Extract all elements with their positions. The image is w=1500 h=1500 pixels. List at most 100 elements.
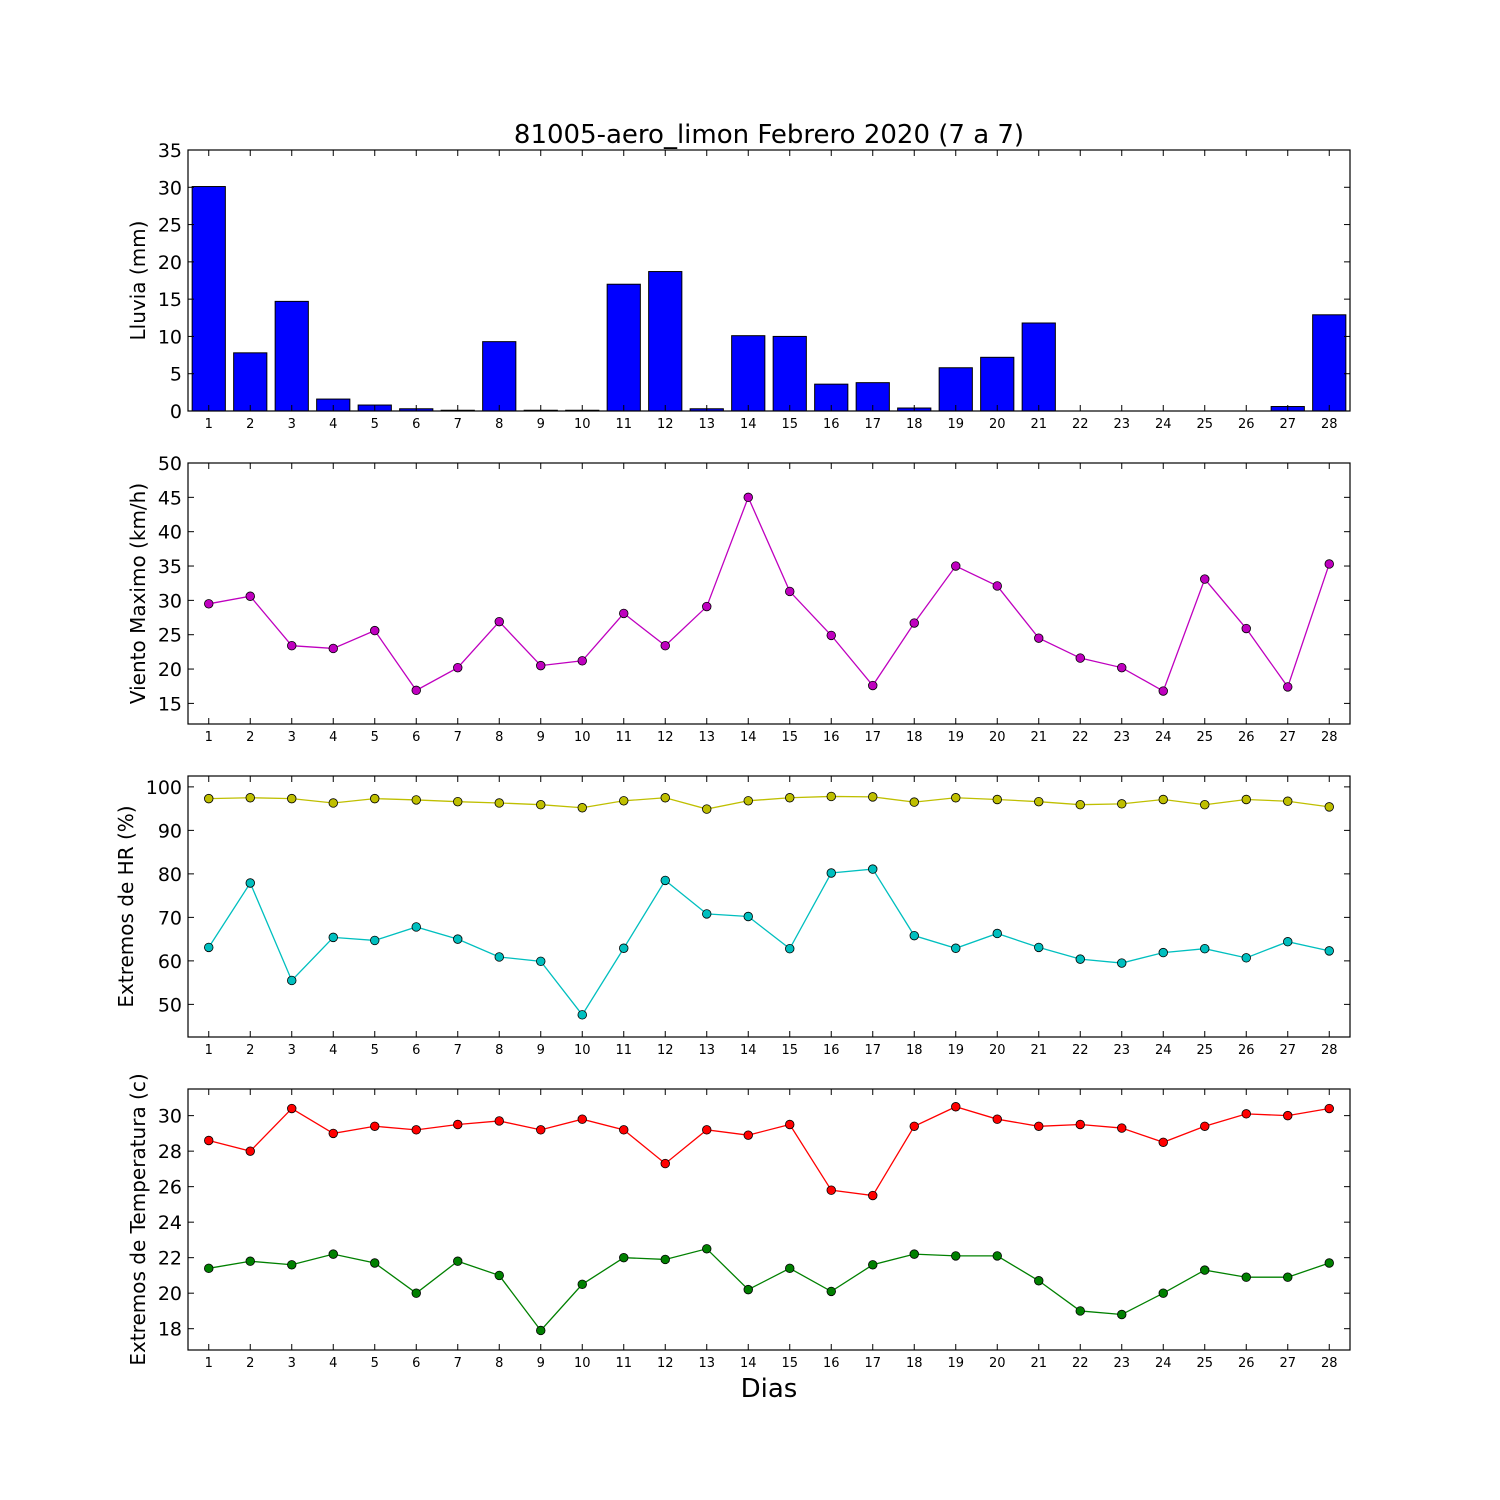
humidity-xtick-label: 13 — [698, 1043, 715, 1058]
humidity-series-1-point — [1158, 947, 1168, 958]
wind-series-0-point — [826, 630, 836, 641]
rain-xtick-label: 21 — [1030, 417, 1047, 432]
humidity-series-0-point — [743, 796, 753, 806]
temperature-series-1-point — [1324, 1258, 1334, 1268]
temperature-ytick-label: 26 — [158, 1177, 182, 1199]
temperature-series-1-point — [1200, 1265, 1210, 1275]
humidity-xtick-label: 6 — [412, 1043, 420, 1058]
humidity-xtick-label: 4 — [329, 1043, 337, 1058]
temperature-xtick-label: 20 — [989, 1356, 1006, 1371]
humidity-series-1-point — [785, 943, 795, 954]
rain-xtick-label: 13 — [698, 417, 715, 432]
humidity-xtick-label: 21 — [1030, 1043, 1047, 1058]
wind-series-0-point — [992, 581, 1002, 591]
temperature-series-0-line — [208, 1106, 1330, 1197]
wind-xtick-label: 16 — [823, 730, 840, 745]
wind-series-0-point — [328, 643, 338, 654]
humidity-series-1-point — [992, 928, 1002, 939]
wind-series-0-point — [1034, 633, 1044, 643]
temperature-series-1-point — [619, 1252, 629, 1263]
wind-ytick-label: 25 — [158, 625, 182, 647]
rain-ytick-label: 15 — [158, 289, 182, 311]
temperature-series-0-point — [1200, 1121, 1210, 1131]
rain-bar — [191, 186, 226, 412]
temperature-series-0-point — [245, 1146, 255, 1156]
temperature-xtick-label: 24 — [1155, 1356, 1172, 1371]
temperature-series-0-point — [287, 1103, 297, 1114]
humidity-series-0-point — [1158, 794, 1168, 805]
humidity-series-1-point — [702, 909, 712, 919]
rain-xtick-label: 8 — [495, 417, 503, 432]
rain-bar — [1312, 314, 1347, 412]
wind-ytick-label: 50 — [158, 453, 182, 475]
wind-xtick-label: 7 — [454, 730, 462, 745]
temperature-series-1-point — [1283, 1272, 1293, 1282]
temperature-xtick-label: 5 — [371, 1356, 379, 1371]
wind-xtick-label: 28 — [1321, 730, 1338, 745]
wind-xtick-label: 18 — [906, 730, 923, 745]
humidity-xtick-label: 25 — [1196, 1043, 1213, 1058]
wind-series-0-point — [1075, 653, 1085, 663]
humidity-xtick-label: 19 — [947, 1043, 964, 1058]
temperature-series-1-point — [951, 1251, 961, 1261]
temperature-series-0-point — [1117, 1123, 1127, 1133]
humidity-xtick-label: 27 — [1279, 1043, 1296, 1058]
wind-xtick-label: 24 — [1155, 730, 1172, 745]
wind-series-0-point — [287, 641, 297, 651]
temperature-xtick-label: 14 — [740, 1356, 757, 1371]
wind-series-0-point — [1241, 623, 1251, 634]
humidity-series-0-point — [494, 798, 504, 808]
humidity-xtick-label: 28 — [1321, 1043, 1338, 1058]
humidity-series-1-point — [577, 1010, 587, 1020]
rain-xtick-label: 15 — [781, 417, 798, 432]
wind-series-0-point — [1283, 682, 1293, 692]
temperature-series-0-point — [660, 1158, 670, 1169]
wind-series-0-point — [577, 656, 587, 666]
humidity-series-0-point — [868, 792, 878, 802]
temperature-series-1-point — [785, 1263, 795, 1274]
rain-bar — [233, 352, 268, 412]
temperature-series-0-point — [909, 1121, 919, 1131]
temperature-series-0-point — [328, 1128, 338, 1139]
humidity-ytick-label: 100 — [146, 777, 182, 799]
temperature-xtick-label: 9 — [537, 1356, 545, 1371]
rain-y-axis-label: Lluvia (mm) — [126, 221, 150, 341]
humidity-series-1-point — [660, 875, 670, 886]
temperature-xtick-label: 28 — [1321, 1356, 1338, 1371]
temperature-series-1-point — [536, 1325, 546, 1336]
rain-ytick-label: 30 — [158, 177, 182, 199]
humidity-series-0-point — [1117, 799, 1127, 809]
temperature-axes-frame — [187, 1088, 1351, 1351]
humidity-ytick-label: 60 — [158, 951, 182, 973]
temperature-series-1-point — [1075, 1306, 1085, 1316]
temperature-xtick-label: 3 — [288, 1356, 296, 1371]
rain-xtick-label: 25 — [1196, 417, 1213, 432]
humidity-xtick-label: 1 — [205, 1043, 213, 1058]
temperature-series-1-point — [826, 1286, 836, 1297]
temperature-series-1-point — [992, 1251, 1002, 1261]
rain-ytick-label: 5 — [170, 364, 182, 386]
temperature-series-1-line — [208, 1248, 1330, 1332]
humidity-series-1-point — [826, 868, 836, 878]
temperature-xtick-label: 13 — [698, 1356, 715, 1371]
rain-xtick-label: 14 — [740, 417, 757, 432]
rain-xtick-label: 27 — [1279, 417, 1296, 432]
temperature-series-1-point — [909, 1249, 919, 1259]
humidity-series-1-point — [1241, 953, 1251, 963]
temperature-series-1-point — [1158, 1288, 1168, 1298]
wind-xtick-label: 22 — [1072, 730, 1089, 745]
temperature-series-1-point — [411, 1288, 421, 1298]
wind-series-0-line — [208, 495, 1330, 692]
temperature-xtick-label: 11 — [615, 1356, 632, 1371]
wind-series-0-point — [951, 561, 961, 571]
rain-bar — [648, 271, 683, 412]
rain-xtick-label: 23 — [1113, 417, 1130, 432]
wind-xtick-label: 23 — [1113, 730, 1130, 745]
humidity-axes-frame — [187, 775, 1351, 1038]
wind-series-0-point — [868, 680, 878, 691]
humidity-series-1-line — [208, 868, 1330, 1016]
humidity-series-1-point — [1324, 946, 1334, 956]
